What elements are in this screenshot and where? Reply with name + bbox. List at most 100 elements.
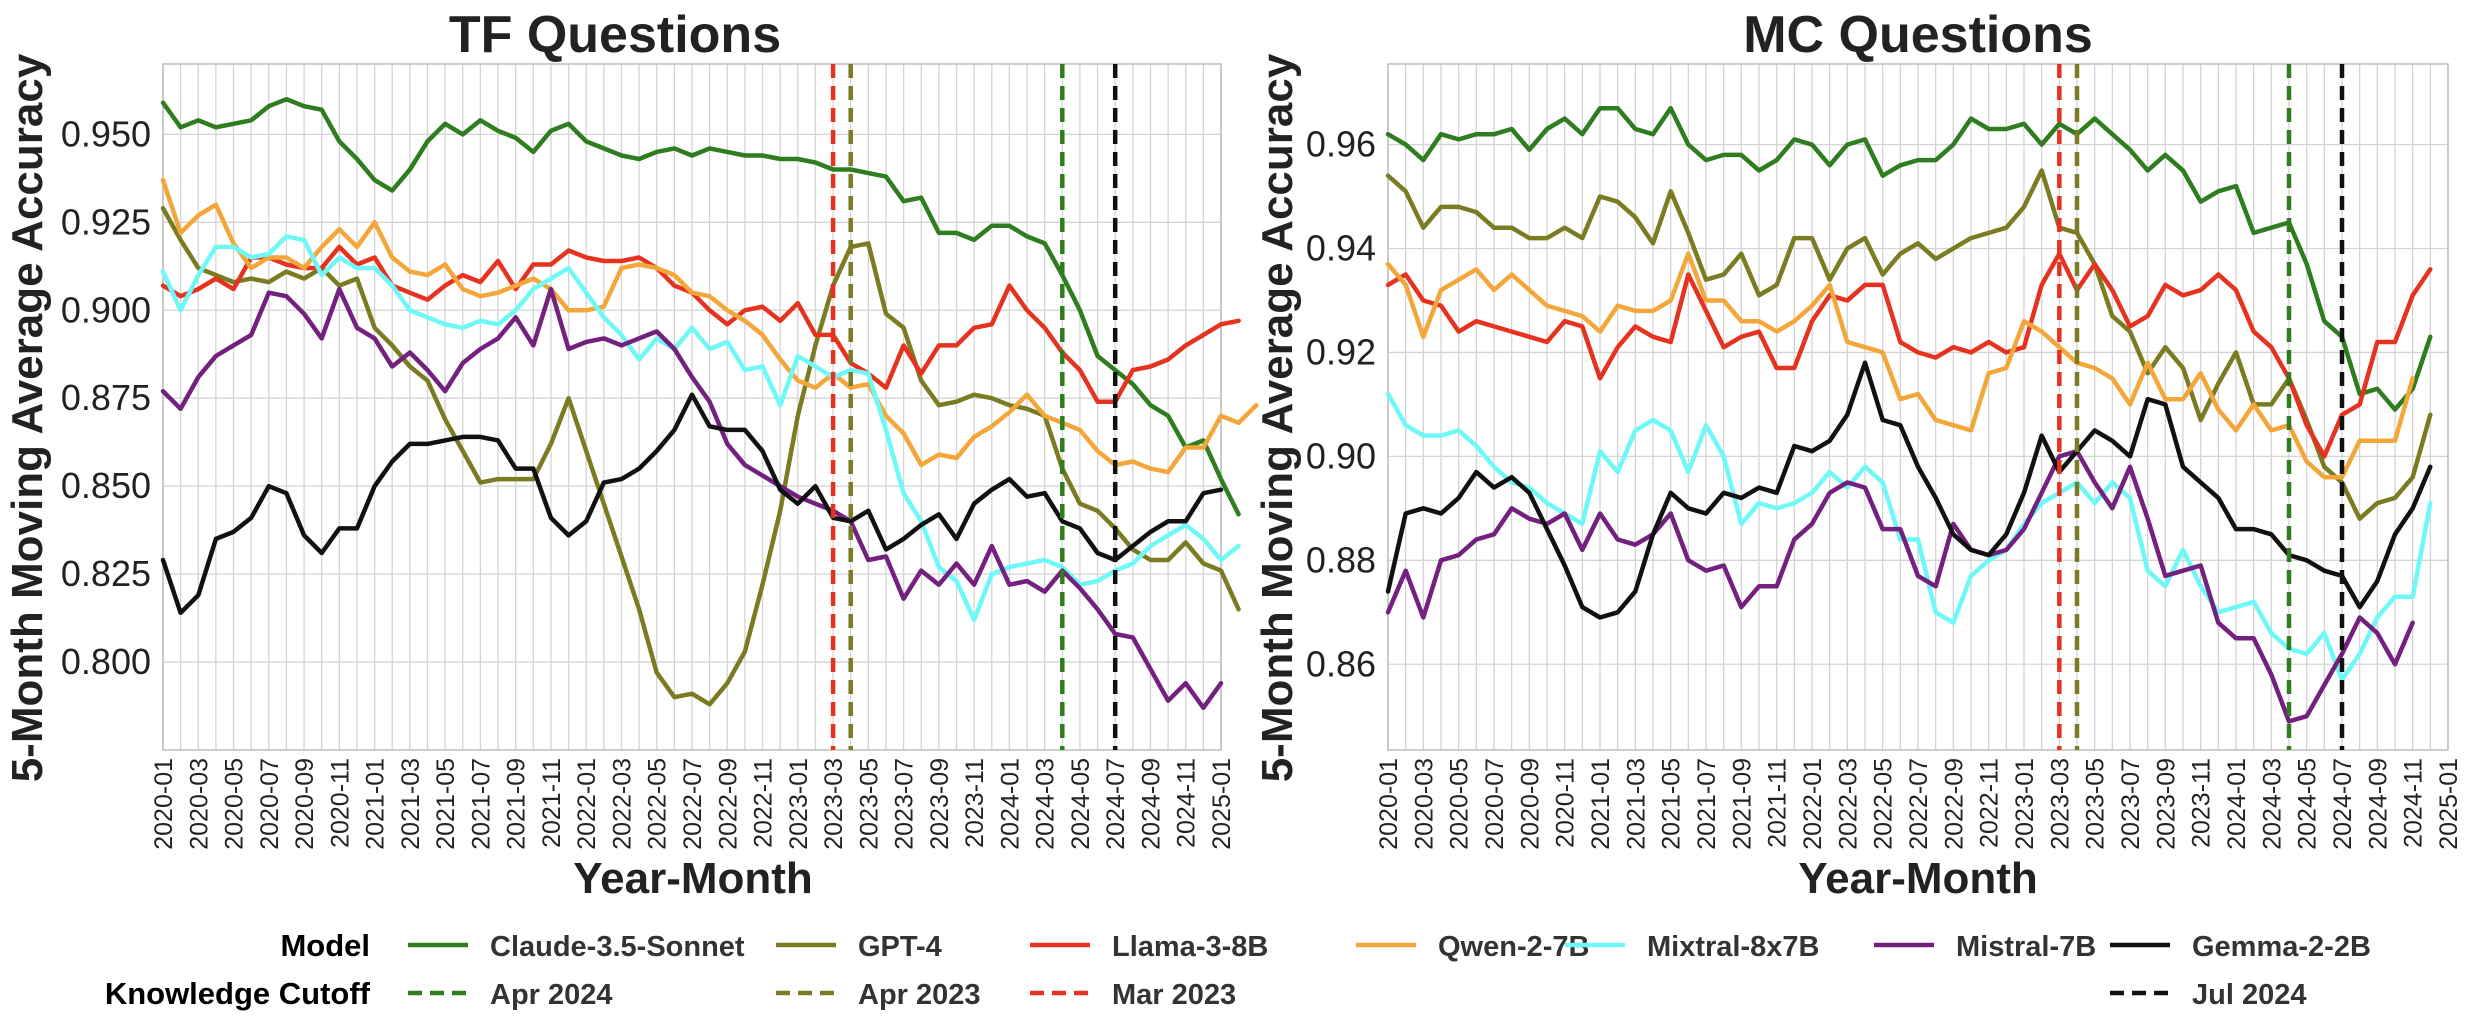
mc-series-gpt-4	[1385, 168, 2433, 521]
mc-x-tick-label: 2023-03	[2046, 758, 2074, 850]
mc-series-mixtral-8x7b	[1385, 391, 2433, 683]
mc-series-gemma-2-2b	[1385, 360, 2433, 620]
tf-x-tick-label: 2022-09	[714, 758, 742, 850]
mc-x-tick-label: 2023-11	[2188, 758, 2216, 848]
tf-x-tick-label: 2021-11	[538, 758, 566, 848]
tf-y-tick-label: 0.950	[61, 113, 151, 154]
tf-x-axis-label: Year-Month	[573, 854, 813, 903]
tf-x-tick-label: 2020-07	[256, 758, 284, 850]
tf-x-tick-label: 2021-03	[397, 758, 425, 850]
mc-y-axis-label: 5-Month Moving Average Accuracy	[1253, 53, 1302, 782]
tf-x-tick-label: 2020-03	[185, 758, 213, 850]
tf-x-tick-label: 2023-03	[820, 758, 848, 850]
mc-series-qwen-2-7b	[1385, 251, 2415, 480]
legend-cutoff-label: Jul 2024	[2192, 979, 2306, 1011]
mc-x-tick-label: 2020-05	[1446, 758, 1474, 850]
legend-cutoff-label: Mar 2023	[1112, 979, 1236, 1011]
mc-x-tick-label: 2024-05	[2294, 758, 2322, 850]
tf-y-tick-label: 0.850	[61, 465, 151, 506]
mc-x-tick-label: 2021-03	[1622, 758, 1650, 850]
tf-cutoff-lines	[830, 64, 1118, 750]
legend-label-qwen-2-7b: Qwen-2-7B	[1438, 931, 1589, 963]
legend-label-gpt-4: GPT-4	[858, 931, 942, 963]
mc-series-mistral-7b	[1385, 448, 2415, 724]
mc-x-tick-label: 2022-03	[1834, 758, 1862, 850]
mc-cutoff-lines	[2057, 64, 2345, 750]
tf-x-tick-label: 2020-11	[326, 758, 354, 848]
mc-x-tick-label: 2022-05	[1870, 758, 1898, 850]
mc-y-tick-label: 0.86	[1306, 643, 1376, 684]
mc-x-tick-label: 2024-03	[2258, 758, 2286, 850]
legend-label-mistral-7b: Mistral-7B	[1956, 931, 2096, 963]
mc-x-tick-label: 2020-11	[1552, 758, 1580, 848]
tf-x-tick-label: 2021-01	[362, 758, 390, 850]
tf-chart-title: TF Questions	[449, 6, 781, 64]
mc-x-tick-label: 2023-05	[2082, 758, 2110, 850]
mc-x-tick-label: 2023-01	[2011, 758, 2039, 850]
tf-x-tick-label: 2020-01	[150, 758, 178, 850]
mc-chart-panel: MC Questions 5-Month Moving Average Accu…	[1253, 6, 2463, 903]
mc-x-tick-label: 2024-07	[2329, 758, 2357, 850]
legend: Model Knowledge Cutoff Claude-3.5-Sonnet…	[105, 928, 2371, 1011]
mc-y-tick-label: 0.94	[1306, 227, 1376, 268]
tf-chart-panel: TF Questions 5-Month Moving Average Accu…	[3, 6, 1259, 903]
mc-x-tick-label: 2023-09	[2152, 758, 2180, 850]
mc-x-tick-label: 2021-05	[1658, 758, 1686, 850]
mc-x-tick-label: 2025-01	[2435, 758, 2463, 850]
tf-x-tick-label: 2021-07	[467, 758, 495, 850]
tf-series-gpt-4	[160, 205, 1241, 707]
tf-series-mixtral-8x7b	[160, 234, 1241, 623]
tf-x-tick-label: 2024-01	[996, 758, 1024, 850]
tf-y-tick-label: 0.900	[61, 289, 151, 330]
mc-y-tick-label: 0.88	[1306, 539, 1376, 580]
tf-x-tick-label: 2024-09	[1137, 758, 1165, 850]
mc-x-tick-label: 2024-11	[2400, 758, 2428, 848]
tf-series-lines	[160, 96, 1259, 711]
tf-plot-frame	[162, 63, 1222, 751]
tf-x-tick-label: 2024-05	[1067, 758, 1095, 850]
tf-x-tick-label: 2020-09	[291, 758, 319, 850]
mc-x-tick-label: 2024-09	[2364, 758, 2392, 850]
tf-y-tick-label: 0.925	[61, 201, 151, 242]
legend-cutoff-header: Knowledge Cutoff	[105, 976, 371, 1011]
mc-x-tick-label: 2021-07	[1693, 758, 1721, 850]
tf-series-qwen-2-7b	[160, 177, 1259, 475]
tf-y-axis-label: 5-Month Moving Average Accuracy	[3, 53, 52, 782]
mc-x-tick-label: 2020-03	[1410, 758, 1438, 850]
mc-x-tick-label: 2021-01	[1587, 758, 1615, 850]
tf-x-tick-label: 2024-11	[1173, 758, 1201, 848]
legend-label-llama-3-8b: Llama-3-8B	[1112, 931, 1268, 963]
tf-series-gemma-2-2b	[160, 392, 1224, 616]
tf-x-tick-label: 2021-09	[503, 758, 531, 850]
mc-x-tick-label: 2022-09	[1940, 758, 1968, 850]
tf-x-tick-label: 2025-01	[1208, 758, 1236, 850]
tf-x-tick-label: 2020-05	[221, 758, 249, 850]
tf-x-tick-label: 2022-01	[573, 758, 601, 850]
tf-x-tick-label: 2022-05	[644, 758, 672, 850]
tf-x-tick-label: 2024-03	[1032, 758, 1060, 850]
mc-x-tick-label: 2023-07	[2117, 758, 2145, 850]
mc-x-tick-label: 2022-01	[1799, 758, 1827, 850]
mc-x-tick-label: 2022-11	[1976, 758, 2004, 848]
mc-chart-title: MC Questions	[1743, 6, 2093, 64]
legend-model-header: Model	[280, 928, 370, 963]
tf-series-llama-3-8b	[160, 244, 1241, 404]
tf-y-tick-label: 0.800	[61, 641, 151, 682]
tf-x-tick-label: 2022-11	[750, 758, 778, 848]
mc-x-tick-label: 2021-09	[1728, 758, 1756, 850]
mc-series-claude-3-5-sonnet	[1385, 105, 2433, 412]
legend-label-mixtral-8x7b: Mixtral-8x7B	[1647, 931, 1819, 963]
tf-x-tick-label: 2023-09	[926, 758, 954, 850]
legend-cutoff-label: Apr 2023	[858, 979, 981, 1011]
mc-x-tick-label: 2021-11	[1764, 758, 1792, 848]
mc-series-lines	[1385, 105, 2433, 724]
mc-x-tick-label: 2020-01	[1375, 758, 1403, 850]
tf-x-tick-label: 2022-03	[608, 758, 636, 850]
mc-plot-frame	[1387, 63, 2449, 751]
tf-x-tick-label: 2023-01	[785, 758, 813, 850]
mc-y-tick-label: 0.96	[1306, 124, 1376, 165]
tf-x-tick-label: 2022-07	[679, 758, 707, 850]
tf-x-tick-label: 2021-05	[432, 758, 460, 850]
mc-x-tick-label: 2020-09	[1516, 758, 1544, 850]
